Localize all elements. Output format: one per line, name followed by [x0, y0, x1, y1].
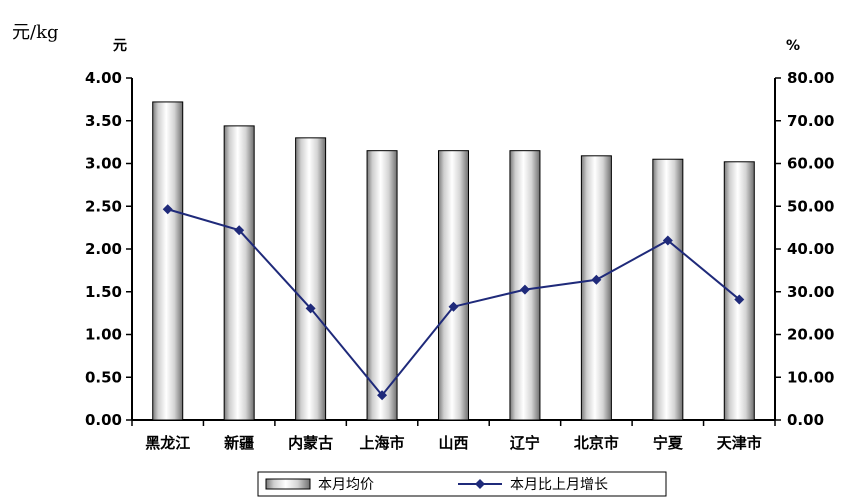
line-point [305, 303, 316, 314]
left-tick-label: 1.00 [85, 326, 122, 344]
bar [652, 158, 684, 421]
line-point [519, 284, 530, 295]
bar [223, 125, 255, 421]
right-tick-label: 70.00 [787, 112, 834, 130]
line-point [162, 204, 173, 215]
right-axis-unit: % [786, 38, 800, 54]
legend-line-label: 本月比上月增长 [510, 477, 608, 493]
left-tick-label: 3.00 [85, 155, 122, 173]
line-point [734, 294, 745, 305]
line-point [377, 390, 388, 401]
right-tick-label: 60.00 [787, 155, 834, 173]
category-label: 宁夏 [653, 434, 684, 452]
right-tick-label: 20.00 [787, 326, 834, 344]
bar [366, 150, 398, 421]
left-tick-label: 0.50 [85, 368, 122, 386]
left-tick-label: 4.00 [85, 69, 122, 87]
left-tick-label: 2.50 [85, 197, 122, 215]
labels-layer: 0.00 0.50 1.00 1.50 2.00 2.50 3.00 3.50 4.00 0.00… [85, 38, 834, 452]
bar [437, 150, 470, 421]
left-axis-unit: 元 [113, 38, 127, 54]
right-tick-label: 50.00 [787, 197, 834, 215]
category-label: 天津市 [717, 434, 762, 452]
bar [295, 137, 327, 421]
category-label: 黑龙江 [145, 434, 190, 452]
category-label: 辽宁 [510, 434, 540, 452]
category-label: 山西 [438, 434, 468, 452]
left-tick-label: 0.00 [85, 411, 122, 429]
right-tick-label: 0.00 [787, 411, 824, 429]
category-label: 新疆 [224, 434, 254, 452]
line-point [234, 225, 245, 236]
line-point [448, 301, 459, 312]
category-label: 上海市 [360, 434, 405, 452]
right-tick-label: 40.00 [787, 240, 834, 258]
right-tick-label: 30.00 [787, 283, 834, 301]
legend: 本月均价 本月比上月增长 [257, 471, 667, 497]
line-point [662, 235, 673, 246]
category-label: 内蒙古 [288, 434, 333, 452]
left-tick-label: 1.50 [85, 283, 122, 301]
bars-layer [152, 101, 755, 421]
line-layer [162, 204, 745, 401]
left-tick-label: 2.00 [85, 240, 122, 258]
right-tick-label: 10.00 [787, 368, 834, 386]
legend-bar-swatch [265, 478, 311, 490]
left-tick-label: 3.50 [85, 112, 122, 130]
bar [152, 101, 184, 421]
legend-bar-label: 本月均价 [318, 477, 374, 493]
right-tick-label: 80.00 [787, 69, 834, 87]
line-point [591, 274, 602, 285]
unit-label: 元/kg [12, 22, 59, 43]
bar [509, 150, 541, 421]
legend-line-marker [475, 479, 485, 489]
category-label: 北京市 [574, 434, 619, 452]
bar [580, 155, 612, 421]
